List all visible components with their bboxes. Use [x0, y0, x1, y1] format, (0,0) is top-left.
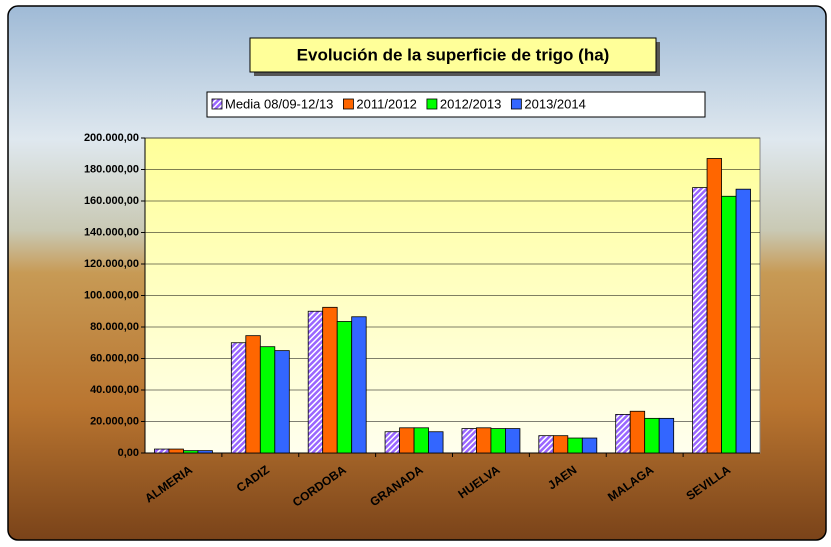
bar	[351, 316, 367, 454]
bar	[384, 431, 400, 454]
bar	[538, 435, 554, 454]
bar	[154, 448, 170, 454]
y-tick-label: 120.000,00	[84, 258, 139, 270]
bar	[461, 428, 477, 454]
y-tick-label: 60.000,00	[90, 352, 139, 364]
bar	[274, 350, 290, 454]
bar	[428, 431, 444, 454]
bar	[183, 450, 199, 454]
legend-swatch	[510, 98, 522, 110]
bar	[567, 437, 583, 454]
bar	[735, 188, 751, 454]
y-tick-label: 20.000,00	[90, 415, 139, 427]
bar	[245, 335, 261, 454]
bar	[476, 427, 492, 454]
chart-title: Evolución de la superficie de trigo (ha)	[297, 45, 610, 64]
bar	[322, 306, 338, 454]
legend-label: Media 08/09-12/13	[225, 96, 333, 111]
y-tick-label: 40.000,00	[90, 384, 139, 396]
bar	[706, 158, 722, 454]
y-tick-label: 0,00	[118, 447, 139, 459]
bar	[644, 417, 660, 454]
y-tick-label: 140.000,00	[84, 226, 139, 238]
bar	[505, 428, 521, 454]
title-box	[249, 37, 657, 73]
bar	[259, 346, 276, 454]
legend-swatch	[211, 98, 223, 110]
bar	[197, 450, 213, 454]
bar	[629, 410, 646, 454]
bar	[658, 417, 675, 454]
y-tick-label: 100.000,00	[84, 289, 139, 301]
bar	[581, 437, 598, 454]
bar	[692, 187, 708, 454]
y-tick-label: 180.000,00	[84, 163, 139, 175]
y-tick-label: 80.000,00	[90, 321, 139, 333]
y-tick-label: 200.000,00	[84, 132, 139, 144]
legend-label: 2013/2014	[524, 96, 585, 111]
bar	[336, 321, 353, 454]
bar	[399, 427, 415, 454]
legend-swatch	[426, 98, 438, 110]
y-tick-label: 160.000,00	[84, 195, 139, 207]
bar	[615, 414, 631, 454]
bar	[552, 435, 569, 454]
bar	[230, 342, 247, 454]
bar	[490, 428, 506, 454]
bar	[413, 427, 429, 454]
legend-swatch	[343, 98, 354, 110]
legend-label: 2012/2013	[440, 96, 501, 111]
bar	[721, 195, 737, 454]
legend-label: 2011/2012	[356, 96, 417, 111]
legend-box	[206, 91, 706, 118]
bar	[307, 310, 324, 454]
bar	[168, 448, 184, 454]
